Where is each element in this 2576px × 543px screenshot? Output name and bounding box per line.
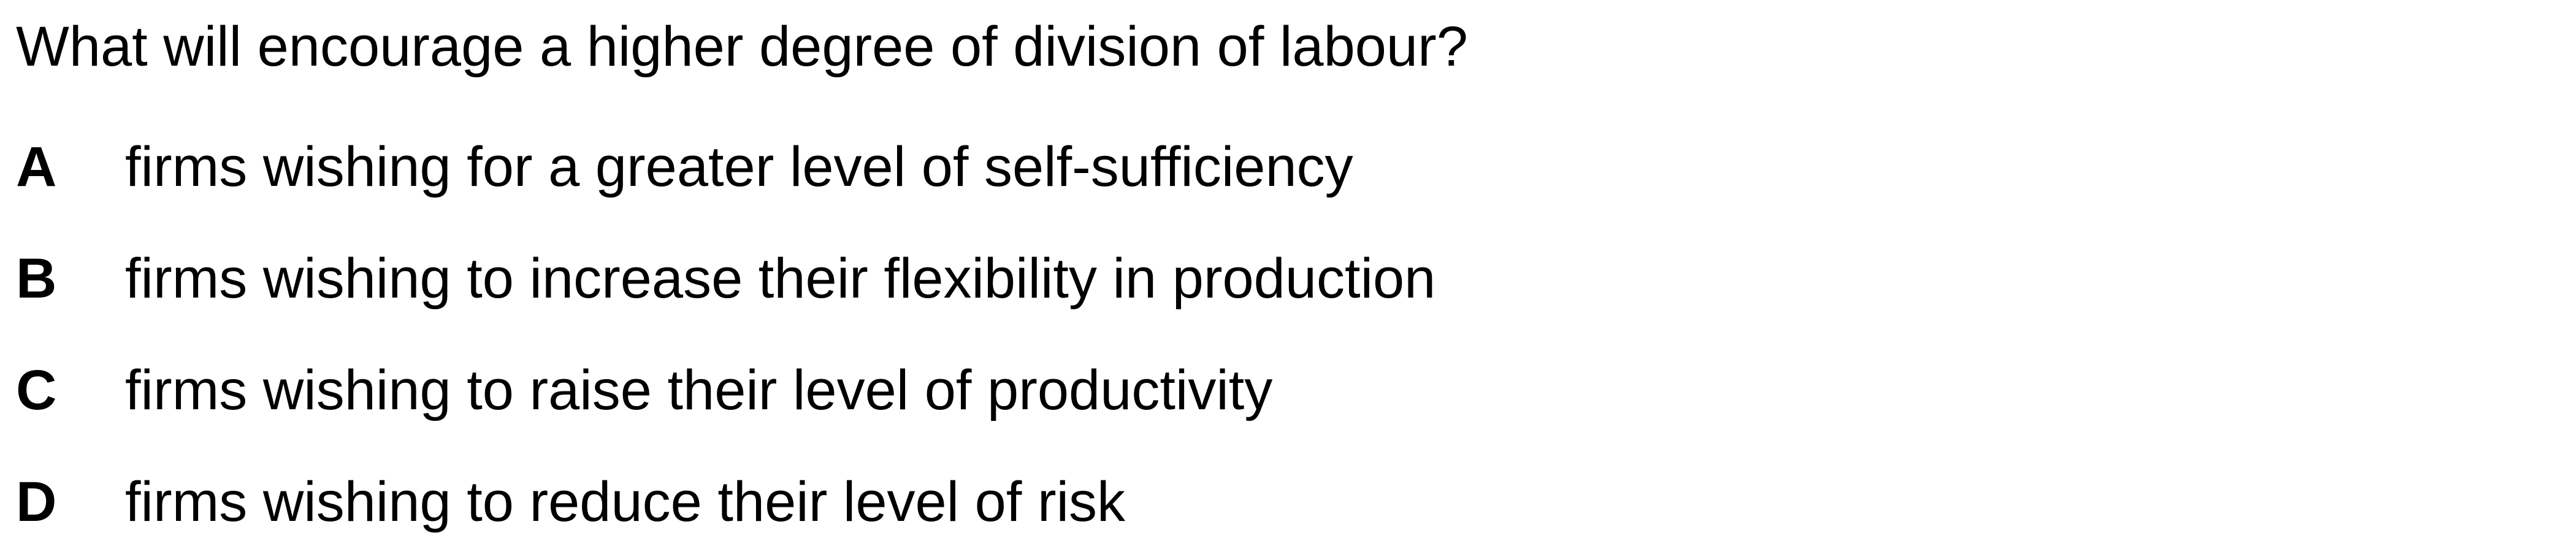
option-text: firms wishing to raise their level of pr…	[125, 359, 1273, 422]
option-letter: B	[16, 247, 57, 310]
option-letter: D	[16, 471, 57, 533]
option-letter: A	[16, 136, 57, 198]
option-text: firms wishing for a greater level of sel…	[125, 136, 1353, 198]
option-text: firms wishing to reduce their level of r…	[125, 471, 1126, 533]
option-letter: C	[16, 359, 57, 422]
question-text: What will encourage a higher degree of d…	[16, 15, 1468, 78]
option-text: firms wishing to increase their flexibil…	[125, 247, 1436, 310]
